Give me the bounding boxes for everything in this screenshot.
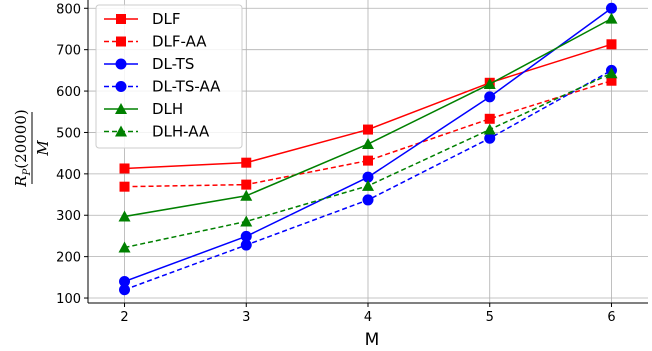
series-dl-ts-aa — [119, 64, 617, 296]
series-line-dlf-aa — [124, 80, 612, 188]
data-point-dl-ts — [240, 230, 252, 242]
y-tick-label: 500 — [56, 126, 81, 141]
legend-swatch-marker — [115, 58, 127, 70]
data-point-dlh — [362, 138, 374, 150]
legend-item-dlh: DLH — [104, 100, 183, 118]
data-point-dlh — [240, 189, 253, 201]
legend-item-dlf-aa: DLF-AA — [104, 33, 207, 51]
legend-item-dlf: DLF — [104, 10, 181, 28]
data-point-dl-ts — [362, 171, 374, 183]
x-tick-label: 3 — [242, 310, 250, 325]
data-point-dl-ts — [119, 275, 131, 287]
data-point-dl-ts-aa — [119, 284, 131, 296]
data-point-dlh — [605, 12, 618, 24]
data-point-dlh-aa — [118, 241, 131, 253]
legend: DLF DLF-AA DL-TS DL-TS-AA DLH DLH-AA — [95, 4, 243, 149]
data-point-dl-ts — [484, 91, 496, 103]
legend-swatch-marker — [115, 125, 127, 137]
data-point-dlh-aa — [605, 67, 618, 79]
data-point-dlf — [241, 157, 252, 168]
x-tick-label: 6 — [607, 310, 615, 325]
data-point-dlf-aa — [241, 179, 252, 190]
y-tick-label: 200 — [56, 251, 81, 266]
legend-label: DL-TS-AA — [152, 78, 221, 96]
y-tick-label: 100 — [56, 292, 81, 307]
legend-item-dl-ts: DL-TS — [104, 55, 194, 73]
legend-swatch-marker — [115, 103, 127, 114]
y-tick-label: 400 — [56, 168, 81, 183]
data-point-dl-ts-aa — [484, 132, 496, 144]
x-tick-label: 5 — [486, 310, 494, 325]
y-axis-label: RP(20000) M — [12, 109, 52, 187]
series-dlh-aa — [118, 67, 618, 253]
legend-label: DLF-AA — [152, 33, 207, 51]
data-point-dl-ts-aa — [362, 194, 374, 206]
legend-swatch-marker — [116, 14, 126, 24]
y-tick-label: 300 — [56, 209, 81, 224]
data-point-dlf — [119, 163, 130, 174]
y-label-subscript: P — [22, 168, 33, 176]
legend-label: DLH-AA — [152, 123, 210, 141]
data-point-dlf — [363, 124, 373, 135]
series-layer — [118, 2, 618, 296]
data-point-dlf-aa — [363, 155, 373, 166]
x-axis-label: M — [365, 330, 380, 350]
x-tick-label: 2 — [120, 310, 128, 325]
data-point-dlf — [606, 39, 617, 50]
legend-label: DL-TS — [152, 55, 194, 73]
legend-item-dlh-aa: DLH-AA — [104, 123, 210, 141]
y-label-argument: (20000) — [12, 109, 30, 168]
y-tick-label: 600 — [56, 85, 81, 100]
svg-text:RP(20000): RP(20000) — [12, 109, 33, 187]
y-tick-label: 700 — [56, 44, 81, 59]
data-point-dlf-aa — [606, 75, 617, 86]
y-label-denominator: M — [34, 140, 52, 157]
series-dlh — [118, 12, 618, 222]
legend-item-dl-ts-aa: DL-TS-AA — [104, 78, 221, 96]
data-point-dl-ts — [605, 2, 617, 14]
data-point-dlh-aa — [483, 123, 496, 135]
data-point-dlh-aa — [362, 179, 374, 191]
data-point-dl-ts-aa — [240, 239, 252, 251]
x-tick-label: 4 — [364, 310, 372, 325]
legend-swatch-marker — [116, 36, 126, 47]
legend-swatch-marker — [115, 81, 127, 92]
legend-label: DLH — [152, 100, 183, 118]
y-label-numerator: R — [12, 175, 30, 187]
data-point-dlh — [483, 78, 496, 90]
series-dl-ts — [119, 2, 617, 287]
legend-label: DLF — [152, 10, 181, 28]
data-point-dlf-aa — [119, 181, 130, 192]
series-dlf-aa — [119, 75, 617, 192]
data-point-dlh — [118, 210, 131, 222]
y-tick-label: 800 — [56, 2, 81, 17]
data-point-dlf-aa — [484, 113, 495, 124]
axes-layer: 2 3 4 5 6 100 200 300 400 500 600 700 800 — [56, 0, 648, 325]
data-point-dlh-aa — [240, 215, 253, 227]
